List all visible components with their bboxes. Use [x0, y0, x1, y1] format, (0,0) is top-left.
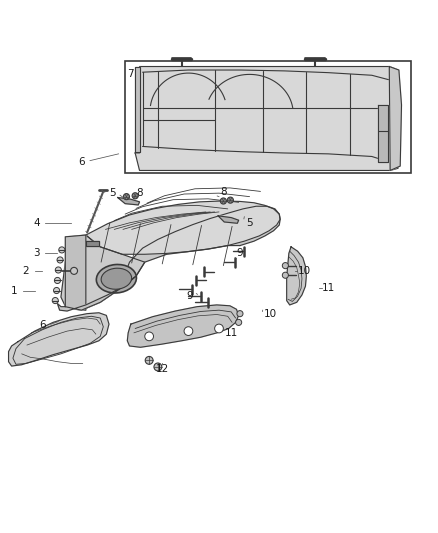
Polygon shape [86, 241, 99, 246]
Circle shape [52, 297, 58, 304]
Circle shape [54, 277, 60, 284]
Text: 12: 12 [155, 364, 169, 374]
Circle shape [145, 332, 153, 341]
Circle shape [145, 357, 153, 364]
Polygon shape [218, 216, 239, 223]
Circle shape [184, 327, 193, 335]
Text: 11: 11 [321, 284, 335, 293]
Circle shape [220, 198, 226, 204]
Circle shape [124, 193, 130, 200]
Text: 1: 1 [11, 286, 17, 295]
Circle shape [132, 193, 138, 199]
Text: 9: 9 [186, 291, 193, 301]
Circle shape [53, 287, 60, 294]
Text: 5: 5 [109, 188, 115, 198]
Text: 2: 2 [23, 266, 29, 276]
Text: 8: 8 [136, 188, 143, 198]
Text: 4: 4 [33, 218, 40, 228]
Polygon shape [120, 206, 280, 289]
Text: 6: 6 [39, 320, 46, 330]
Polygon shape [378, 105, 389, 161]
Text: 9: 9 [237, 248, 243, 259]
Text: 8: 8 [220, 187, 227, 197]
Polygon shape [135, 67, 141, 152]
Circle shape [57, 257, 63, 263]
Text: 10: 10 [297, 266, 311, 276]
Polygon shape [287, 247, 306, 305]
Ellipse shape [101, 268, 132, 289]
Bar [125, 61, 411, 173]
Circle shape [154, 363, 162, 371]
Text: 5: 5 [246, 218, 253, 228]
Polygon shape [135, 67, 399, 171]
Polygon shape [118, 198, 140, 205]
Text: 10: 10 [264, 309, 277, 319]
Text: 11: 11 [225, 328, 238, 338]
Polygon shape [61, 235, 145, 310]
Circle shape [59, 247, 65, 253]
Text: 3: 3 [33, 248, 40, 259]
Polygon shape [389, 67, 402, 171]
Text: 7: 7 [127, 69, 134, 79]
Circle shape [71, 268, 78, 274]
Polygon shape [127, 305, 239, 348]
Circle shape [237, 311, 243, 317]
Polygon shape [9, 313, 109, 366]
Ellipse shape [96, 264, 137, 293]
Circle shape [227, 197, 233, 203]
Polygon shape [65, 235, 86, 310]
Text: 6: 6 [78, 157, 85, 167]
Circle shape [215, 324, 223, 333]
Circle shape [236, 319, 242, 326]
Circle shape [283, 263, 288, 269]
Polygon shape [86, 201, 280, 254]
Circle shape [55, 267, 61, 273]
Circle shape [283, 272, 288, 278]
Polygon shape [57, 276, 136, 311]
